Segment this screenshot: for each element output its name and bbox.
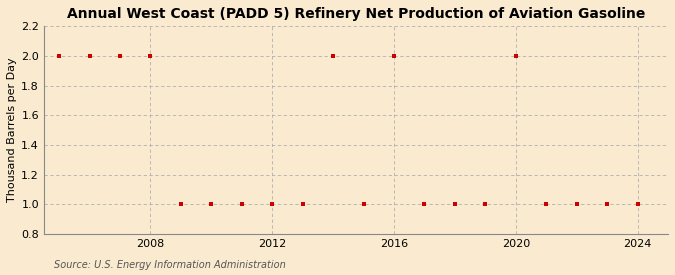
Point: [358, 202, 369, 207]
Point: [297, 202, 308, 207]
Point: [54, 54, 65, 58]
Point: [601, 202, 612, 207]
Point: [450, 202, 460, 207]
Point: [84, 54, 95, 58]
Title: Annual West Coast (PADD 5) Refinery Net Production of Aviation Gasoline: Annual West Coast (PADD 5) Refinery Net …: [67, 7, 645, 21]
Y-axis label: Thousand Barrels per Day: Thousand Barrels per Day: [7, 58, 17, 202]
Point: [419, 202, 430, 207]
Point: [145, 54, 156, 58]
Point: [176, 202, 186, 207]
Point: [206, 202, 217, 207]
Point: [632, 202, 643, 207]
Point: [328, 54, 339, 58]
Point: [267, 202, 277, 207]
Point: [115, 54, 126, 58]
Point: [480, 202, 491, 207]
Point: [541, 202, 551, 207]
Point: [510, 54, 521, 58]
Point: [389, 54, 400, 58]
Text: Source: U.S. Energy Information Administration: Source: U.S. Energy Information Administ…: [54, 260, 286, 270]
Point: [571, 202, 582, 207]
Point: [236, 202, 247, 207]
